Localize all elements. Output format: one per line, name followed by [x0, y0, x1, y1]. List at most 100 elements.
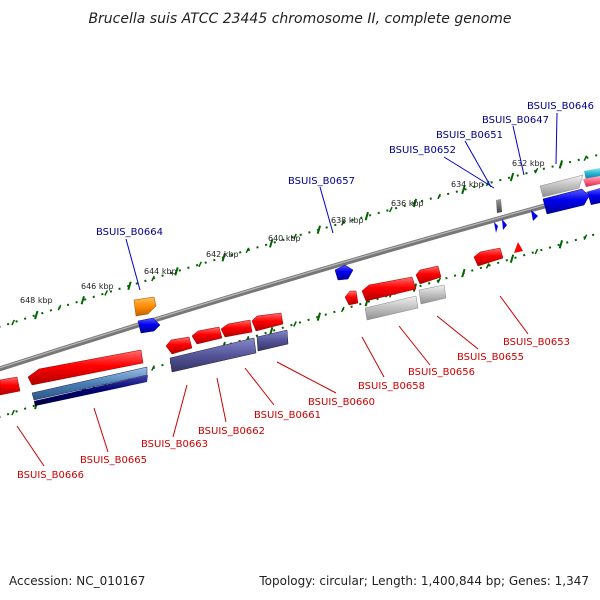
inner-tick-mark — [534, 248, 539, 255]
inner-tick-mark — [558, 240, 564, 249]
leader-line — [398, 325, 431, 366]
tick-label: 648 kbp — [20, 296, 53, 305]
leader-line — [555, 112, 558, 165]
inner-tick-mark — [485, 263, 490, 269]
inner-tick-mark — [509, 254, 515, 263]
cds-feature[interactable] — [587, 188, 600, 205]
cds-feature[interactable] — [256, 329, 289, 352]
tick-label: 634 kbp — [451, 180, 484, 189]
tick-label: 636 kbp — [391, 199, 424, 208]
gene-label-bsuis-b0651[interactable]: BSUIS_B0651 — [436, 130, 503, 141]
cds-feature[interactable] — [473, 247, 504, 267]
outer-tick-mark — [127, 281, 132, 291]
gene-label-bsuis-b0658[interactable]: BSUIS_B0658 — [358, 381, 425, 392]
gene-label-bsuis-b0652[interactable]: BSUIS_B0652 — [389, 145, 456, 156]
cds-feature[interactable] — [251, 312, 284, 332]
cds-feature[interactable] — [496, 199, 502, 213]
cds-feature[interactable] — [415, 265, 442, 285]
map-title: Brucella suis ATCC 23445 chromosome II, … — [88, 11, 511, 27]
leader-line — [499, 295, 529, 335]
leader-line — [172, 384, 188, 438]
leader-line — [436, 315, 479, 350]
outer-tick-mark — [245, 247, 250, 254]
forward-features — [133, 168, 600, 334]
inner-tick-mark — [437, 277, 442, 284]
cds-feature[interactable] — [165, 336, 193, 355]
gene-label-bsuis-b0657[interactable]: BSUIS_B0657 — [288, 176, 355, 187]
gene-label-bsuis-b0663[interactable]: BSUIS_B0663 — [141, 439, 208, 450]
gene-label-bsuis-b0656[interactable]: BSUIS_B0656 — [408, 367, 475, 378]
cds-feature[interactable] — [494, 222, 498, 233]
gene-label-bsuis-b0661[interactable]: BSUIS_B0661 — [254, 410, 321, 421]
tick-label: 642 kbp — [206, 250, 239, 259]
outer-tick-mark — [316, 225, 322, 234]
gene-label-bsuis-b0665[interactable]: BSUIS_B0665 — [80, 455, 147, 466]
cds-feature[interactable] — [531, 210, 538, 221]
leader-line — [319, 186, 334, 234]
cds-feature[interactable] — [133, 296, 157, 317]
cds-feature[interactable] — [31, 366, 148, 401]
leader-line — [464, 140, 492, 188]
outer-tick-mark — [11, 319, 15, 326]
gene-label-bsuis-b0660[interactable]: BSUIS_B0660 — [308, 397, 375, 408]
cds-feature[interactable] — [514, 242, 523, 253]
tick-label: 638 kbp — [331, 216, 364, 225]
cds-feature[interactable] — [137, 317, 161, 334]
inner-tick-mark — [583, 234, 588, 240]
cds-feature[interactable] — [334, 264, 354, 281]
cds-feature[interactable] — [539, 174, 584, 198]
cds-feature[interactable] — [169, 337, 257, 373]
tick-label: 632 kbp — [512, 159, 545, 168]
inner-tick-mark — [340, 306, 345, 313]
cds-feature[interactable] — [344, 290, 359, 306]
outer-tick-mark — [34, 310, 39, 320]
leader-line — [244, 367, 275, 406]
outer-tick-mark — [269, 239, 274, 248]
outer-tick-mark — [57, 304, 62, 311]
cds-feature[interactable] — [27, 349, 144, 386]
inner-tick-mark — [11, 409, 15, 416]
inner-tick-mark — [461, 268, 466, 278]
cds-feature[interactable] — [502, 219, 507, 230]
cds-feature[interactable] — [34, 375, 148, 406]
cds-feature[interactable] — [418, 284, 447, 305]
reverse-features — [0, 242, 523, 406]
leader-line — [93, 407, 109, 453]
outer-tick-mark — [293, 233, 297, 240]
cds-feature[interactable] — [583, 176, 600, 187]
inner-tick-mark — [151, 365, 155, 371]
gene-label-bsuis-b0655[interactable]: BSUIS_B0655 — [457, 352, 524, 363]
outer-tick-mark — [340, 220, 345, 226]
cds-feature[interactable] — [361, 276, 417, 302]
outer-tick-mark — [388, 206, 393, 213]
cds-feature[interactable] — [542, 188, 590, 215]
gene-label-bsuis-b0666[interactable]: BSUIS_B0666 — [17, 470, 84, 481]
cds-feature[interactable] — [0, 376, 21, 396]
gene-label-bsuis-b0646[interactable]: BSUIS_B0646 — [527, 101, 594, 112]
cds-feature[interactable] — [364, 295, 419, 321]
accession-label: Accession: NC_010167 — [9, 574, 146, 588]
cds-feature[interactable] — [191, 326, 223, 345]
outer-tick-mark — [558, 160, 564, 169]
outer-tick-mark — [104, 290, 109, 296]
leader-line — [216, 377, 227, 423]
cds-feature[interactable] — [220, 319, 253, 338]
gene-label-bsuis-b0647[interactable]: BSUIS_B0647 — [482, 115, 549, 126]
outer-tick-mark — [198, 261, 202, 268]
gene-label-bsuis-b0662[interactable]: BSUIS_B0662 — [198, 426, 265, 437]
outer-tick-mark — [412, 198, 418, 208]
gene-label-bsuis-b0664[interactable]: BSUIS_B0664 — [96, 227, 163, 238]
inner-tick-mark — [293, 321, 297, 327]
leader-line — [443, 156, 495, 189]
forward-gene-labels: BSUIS_B0664 BSUIS_B0657 BSUIS_B0652 BSUI… — [96, 101, 594, 238]
leader-line — [276, 361, 337, 394]
outer-tick-mark — [461, 185, 466, 195]
forward-leaders — [125, 112, 558, 291]
backbone — [0, 188, 600, 372]
outer-tick-mark — [364, 211, 369, 221]
gene-label-bsuis-b0653[interactable]: BSUIS_B0653 — [503, 337, 570, 348]
leader-line — [361, 336, 385, 378]
outer-tick-mark — [221, 252, 226, 262]
leader-line — [512, 125, 525, 176]
backbone-highlight — [0, 189, 600, 369]
